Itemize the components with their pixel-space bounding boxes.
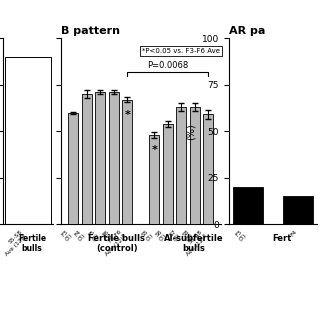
Bar — [233, 187, 263, 224]
Text: P=0.0068: P=0.0068 — [147, 61, 188, 70]
Bar — [203, 115, 213, 224]
Bar — [163, 124, 173, 224]
Y-axis label: (%): (%) — [186, 123, 196, 140]
Bar — [176, 107, 186, 224]
Text: *: * — [151, 145, 157, 155]
Bar — [108, 92, 119, 224]
Bar — [68, 113, 78, 224]
Text: Fert: Fert — [272, 234, 291, 243]
Text: *: * — [124, 110, 130, 120]
Text: AR pa: AR pa — [228, 26, 265, 36]
Bar — [122, 100, 132, 224]
Text: B pattern: B pattern — [61, 26, 120, 36]
Text: *P<0.05 vs. F3-F6 Ave: *P<0.05 vs. F3-F6 Ave — [142, 48, 220, 54]
Bar — [95, 92, 105, 224]
Text: Al-subfertile
bulls: Al-subfertile bulls — [164, 234, 223, 253]
Bar — [149, 135, 159, 224]
Bar — [82, 94, 92, 224]
Bar — [283, 196, 313, 224]
Text: Fertile
bulls: Fertile bulls — [18, 234, 46, 253]
Text: Fertile bulls
(control): Fertile bulls (control) — [88, 234, 145, 253]
Bar — [190, 107, 200, 224]
